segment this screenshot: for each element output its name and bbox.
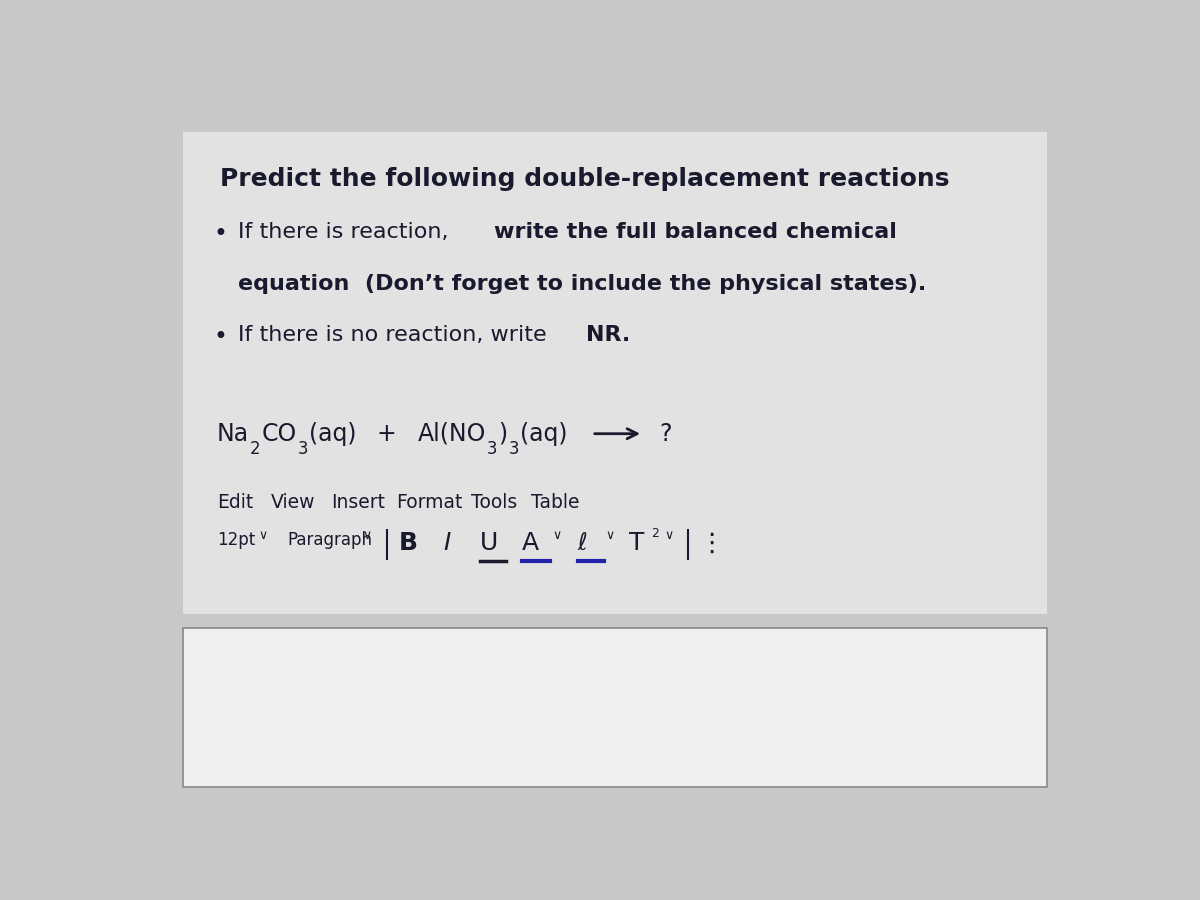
Text: 12pt: 12pt <box>217 531 256 549</box>
Text: Edit: Edit <box>217 492 253 511</box>
Text: 3: 3 <box>298 440 308 458</box>
Text: •: • <box>214 325 227 349</box>
Bar <box>182 132 1048 614</box>
Text: ∨: ∨ <box>362 528 371 542</box>
Text: Na: Na <box>217 422 250 446</box>
Text: Paragraph: Paragraph <box>288 531 373 549</box>
Text: If there is no reaction, write: If there is no reaction, write <box>239 325 554 345</box>
Text: 2: 2 <box>250 440 260 458</box>
Text: Format: Format <box>396 492 463 511</box>
Text: +: + <box>376 422 396 446</box>
Text: View: View <box>271 492 316 511</box>
Text: 3: 3 <box>509 440 520 458</box>
Text: equation  (Don’t forget to include the physical states).: equation (Don’t forget to include the ph… <box>239 274 926 294</box>
Text: T: T <box>629 531 644 554</box>
Text: ℓ: ℓ <box>578 531 588 554</box>
Text: ?: ? <box>660 422 672 446</box>
Text: $\mathit{I}$: $\mathit{I}$ <box>443 531 451 554</box>
Text: 3: 3 <box>487 440 498 458</box>
Text: ∨: ∨ <box>665 528 673 542</box>
Text: If there is reaction,: If there is reaction, <box>239 222 456 242</box>
Text: (aq): (aq) <box>310 422 356 446</box>
Text: write the full balanced chemical: write the full balanced chemical <box>494 222 896 242</box>
Text: A: A <box>522 531 539 554</box>
Text: •: • <box>214 222 227 247</box>
Text: CO: CO <box>262 422 296 446</box>
Text: ∨: ∨ <box>553 528 562 542</box>
Text: 2: 2 <box>652 527 659 540</box>
Text: B: B <box>400 531 419 554</box>
Text: ∨: ∨ <box>259 528 268 542</box>
Text: Predict the following double-replacement reactions: Predict the following double-replacement… <box>220 166 949 191</box>
Text: (aq): (aq) <box>520 422 568 446</box>
Text: Tools: Tools <box>470 492 517 511</box>
Text: ∨: ∨ <box>606 528 614 542</box>
Text: Insert: Insert <box>331 492 385 511</box>
Text: ): ) <box>499 422 508 446</box>
Bar <box>182 628 1048 788</box>
Text: U: U <box>480 531 498 554</box>
Text: ⋮: ⋮ <box>698 531 725 557</box>
Text: NR.: NR. <box>586 325 630 345</box>
Text: Table: Table <box>532 492 580 511</box>
Text: Al(NO: Al(NO <box>418 422 486 446</box>
